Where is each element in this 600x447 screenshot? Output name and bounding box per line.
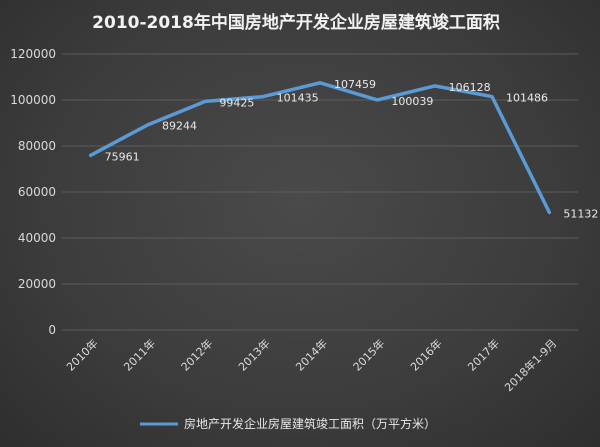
data-label: 99425 (219, 96, 254, 109)
x-tick-label: 2012年 (178, 336, 215, 373)
data-label: 89244 (162, 120, 197, 133)
data-label: 51132 (563, 207, 598, 220)
y-tick-label: 40000 (18, 231, 56, 245)
data-point (547, 210, 551, 214)
x-tick-label: 2018年1-9月 (501, 336, 559, 394)
gridlines (62, 53, 578, 331)
x-tick-label: 2010年 (63, 336, 100, 373)
chart-title: 2010-2018年中国房地产开发企业房屋建筑竣工面积 (92, 12, 500, 33)
x-axis-ticks: 2010年 2011年 2012年 2013年 2014年 2015年 2016年 2017年… (63, 336, 559, 394)
data-label: 107459 (334, 78, 376, 91)
data-point (146, 123, 150, 127)
x-tick-label: 2017年 (465, 336, 502, 373)
data-label: 100039 (391, 95, 433, 108)
y-tick-label: 100000 (10, 93, 56, 107)
y-tick-label: 80000 (18, 139, 56, 153)
x-tick-label: 2015年 (350, 336, 387, 373)
data-label: 101435 (277, 92, 319, 105)
data-point (318, 81, 322, 85)
legend: 房地产开发企业房屋建筑竣工面积（万平方米） (140, 416, 436, 431)
x-tick-label: 2014年 (293, 336, 330, 373)
data-point (261, 95, 265, 99)
data-point (375, 98, 379, 102)
series-layer (88, 81, 552, 215)
data-label: 101486 (506, 92, 548, 105)
data-point (490, 95, 494, 99)
data-point (433, 84, 437, 88)
x-tick-label: 2016年 (407, 336, 444, 373)
data-point (89, 153, 93, 157)
x-tick-label: 2013年 (235, 336, 272, 373)
y-tick-label: 0 (48, 323, 56, 337)
data-label: 75961 (105, 150, 140, 163)
data-label: 106128 (449, 81, 491, 94)
y-tick-label: 120000 (10, 47, 56, 61)
y-axis-ticks: 0 20000 40000 60000 80000 100000 120000 (10, 47, 56, 337)
series-line (88, 81, 552, 215)
y-tick-label: 60000 (18, 185, 56, 199)
x-tick-label: 2011年 (121, 336, 158, 373)
data-labels: 75961 89244 99425 101435 107459 100039 106128 1… (105, 78, 599, 221)
legend-label: 房地产开发企业房屋建筑竣工面积（万平方米） (184, 416, 436, 431)
data-point (203, 99, 207, 103)
y-tick-label: 20000 (18, 277, 56, 291)
